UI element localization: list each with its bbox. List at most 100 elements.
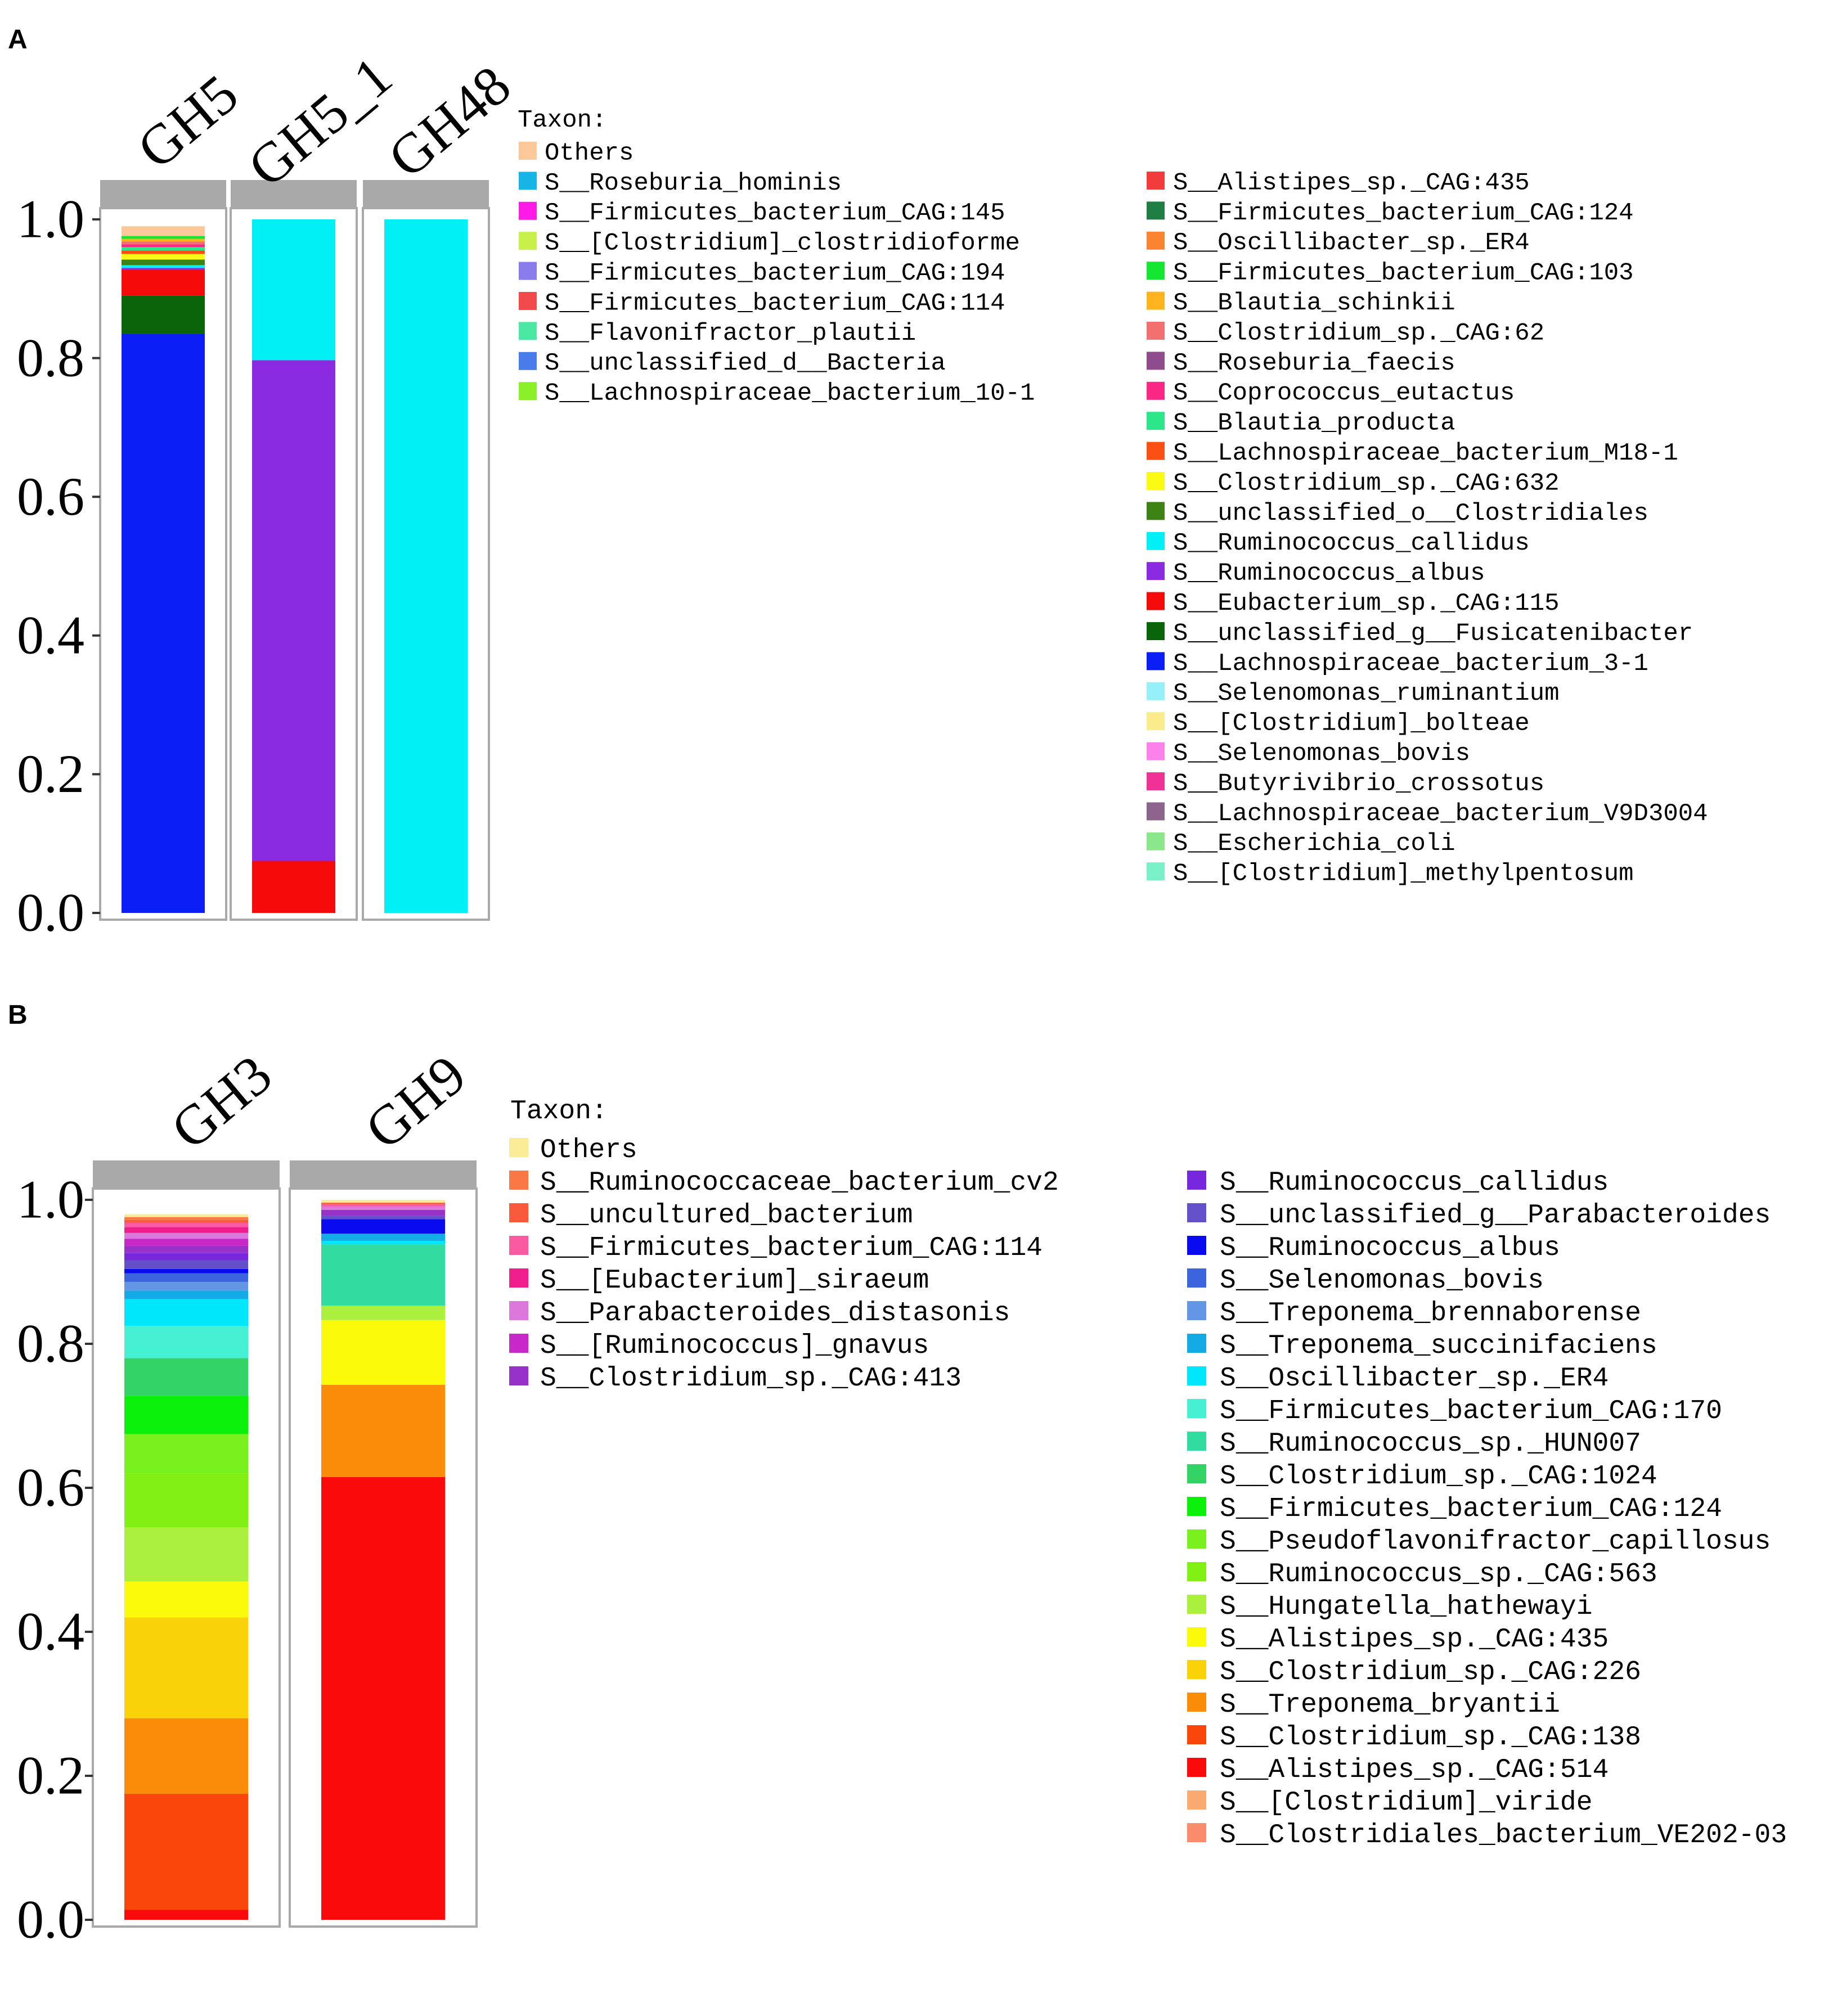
bar-segment-gh3-s-clostridium-sp-cag-138 [124,1794,248,1910]
legend-swatch [1187,1823,1206,1842]
bar-segment-gh3-s-ruminococcaceae-bacterium-cv2 [124,1217,248,1220]
bar-segment-gh9-s-uncultured-bacterium [321,1203,445,1204]
legend-item-s-clostridium-sp-cag-1024: S__Clostridium_sp._CAG:1024 [1187,1461,1657,1492]
legend-label: S__Selenomonas_bovis [1220,1266,1544,1296]
bar-segment-gh9-s-treponema-succinifaciens [321,1234,445,1241]
facet-label-gh5-1: GH5_1 [236,44,403,199]
legend-swatch [1187,1301,1206,1320]
bar-segment-gh48-s-ruminococcus-callidus [384,219,468,913]
legend-label: S__Parabacteroides_distasonis [540,1298,1010,1329]
bar-segment-gh3-s-uncultured-bacterium [124,1220,248,1223]
legend-item-s-firmicutes-bacterium-cag-124: S__Firmicutes_bacterium_CAG:124 [1187,1494,1722,1524]
legend-item-others: Others [519,139,634,167]
legend-item-s-alistipes-sp-cag-435: S__Alistipes_sp._CAG:435 [1147,169,1530,197]
bar-segment-gh9-s-ruminococcus-albus [321,1219,445,1234]
y-tick-label-1-0: 1.0 [17,189,84,249]
legend-swatch [519,382,537,400]
bar-segment-gh3-s-unclassified-g-parabacteroides [124,1260,248,1269]
bar-segment-gh5-s-coprococcus-eutactus [122,244,205,248]
legend-item-s-selenomonas-ruminantium: S__Selenomonas_ruminantium [1147,680,1560,708]
legend-item-s-coprococcus-eutactus: S__Coprococcus_eutactus [1147,379,1515,407]
legend-item-s-hungatella-hathewayi: S__Hungatella_hathewayi [1187,1592,1593,1622]
legend-item-s-alistipes-sp-cag-514: S__Alistipes_sp._CAG:514 [1187,1755,1609,1785]
legend-swatch [1147,592,1165,610]
legend-item-s-treponema-succinifaciens: S__Treponema_succinifaciens [1187,1331,1657,1361]
legend-label: S__Firmicutes_bacterium_CAG:170 [1220,1396,1722,1426]
legend-item-s-roseburia-hominis: S__Roseburia_hominis [519,169,842,197]
legend-label: S__Lachnospiraceae_bacterium_V9D3004 [1173,800,1708,828]
legend-item-s-clostridium-bolteae: S__[Clostridium]_bolteae [1147,710,1530,738]
facet-frame-gh48 [362,207,490,921]
legend-item-s-clostridium-sp-cag-413: S__Clostridium_sp._CAG:413 [509,1364,962,1394]
legend-swatch [1147,381,1165,400]
legend-item-s-eubacterium-sp-cag-115: S__Eubacterium_sp._CAG:115 [1147,590,1560,618]
bar-segment-gh3-s-firmicutes-bacterium-cag-170 [124,1326,248,1358]
legend-label: S__Clostridium_sp._CAG:226 [1220,1657,1641,1688]
bar-segment-gh3-s-parabacteroides-distasonis [124,1232,248,1239]
legend-item-s-unclassified-g-fusicatenibacter: S__unclassified_g__Fusicatenibacter [1147,619,1693,647]
legend-swatch [509,1301,528,1320]
facet-frame-gh5 [99,207,227,921]
legend-swatch [519,292,537,310]
legend-item-s-blautia-producta: S__Blautia_producta [1147,410,1455,438]
legend-item-s-treponema-brennaborense: S__Treponema_brennaborense [1187,1298,1641,1329]
panel-label-a: A [8,25,28,55]
legend-swatch [1147,802,1165,821]
legend-label: S__Flavonifractor_plautii [545,320,916,348]
legend-swatch [1187,1595,1206,1614]
bar-segment-gh3-s-alistipes-sp-cag-514 [124,1910,248,1920]
legend-label: S__Ruminococcus_albus [1220,1233,1560,1263]
legend-label: S__Clostridium_sp._CAG:1024 [1220,1461,1657,1492]
bar-segment-gh9-others [321,1200,445,1203]
legend-label: S__[Clostridium]_clostridioforme [545,230,1020,258]
legend-item-s-ruminococcus-albus: S__Ruminococcus_albus [1187,1233,1560,1263]
legend-label: S__Oscillibacter_sp._ER4 [1220,1364,1609,1394]
legend-label: S__[Clostridium]_methylpentosum [1173,860,1634,888]
legend-item-s-clostridium-sp-cag-632: S__Clostridium_sp._CAG:632 [1147,469,1560,497]
facet-label-gh5: GH5 [125,62,249,181]
legend-swatch [1147,442,1165,460]
legend-label: S__Alistipes_sp._CAG:514 [1220,1755,1609,1785]
legend-item-s-oscillibacter-sp-er4: S__Oscillibacter_sp._ER4 [1147,229,1530,257]
legend-swatch [509,1236,528,1255]
legend-swatch [509,1138,528,1157]
bar-segment-gh3-s-firmicutes-bacterium-cag-124 [124,1396,248,1434]
bar-segment-gh9-s-unclassified-g-parabacteroides [321,1216,445,1220]
bar-segment-gh5-s-unclassified-g-fusicatenibacter [122,295,205,334]
bar-segment-gh5-s-firmicutes-bacterium-cag-103 [122,236,205,239]
legend-label: S__Roseburia_faecis [1173,349,1455,377]
y-tick-label-0-6: 0.6 [17,466,84,526]
legend-item-s-selenomonas-bovis: S__Selenomonas_bovis [1147,740,1470,768]
legend-item-s-clostridiales-bacterium-ve202-03: S__Clostridiales_bacterium_VE202-03 [1187,1820,1787,1851]
legend-item-others: Others [509,1135,637,1166]
legend-label: S__Treponema_brennaborense [1220,1298,1641,1329]
legend-label: S__Ruminococcus_sp._HUN007 [1220,1429,1641,1459]
facet-label-gh9: GH9 [353,1043,477,1161]
bar-segment-gh9-s-ruminococcus-sp-hun007 [321,1244,445,1306]
legend-label: S__Clostridium_sp._CAG:632 [1173,469,1560,497]
legend-swatch [519,172,537,190]
bar-segment-gh5-1-s-ruminococcus-albus [252,360,335,861]
legend-swatch [1187,1432,1206,1451]
facet-frame-gh5-1 [230,207,358,921]
legend-label: S__Ruminococcus_callidus [1220,1168,1609,1198]
legend-swatch [519,352,537,370]
legend-swatch [1187,1464,1206,1483]
legend-label: S__Ruminococcus_sp._CAG:563 [1220,1559,1657,1590]
bar-segment-gh9-s-clostridium-sp-cag-413 [321,1209,445,1216]
y-tick-label-0-4: 0.4 [17,605,84,665]
legend-label: S__[Ruminococcus]_gnavus [540,1331,929,1361]
legend-swatch [1147,862,1165,881]
legend-swatch [1187,1203,1206,1222]
legend-label: S__[Clostridium]_bolteae [1173,710,1530,738]
legend-item-s-lachnospiraceae-bacterium-m18-1: S__Lachnospiraceae_bacterium_M18-1 [1147,439,1678,467]
legend-swatch [1147,562,1165,580]
legend-swatch [1187,1399,1206,1418]
bar-segment-gh9-s-alistipes-sp-cag-514 [321,1477,445,1920]
legend-swatch [509,1366,528,1385]
bar-segment-gh3-s-ruminococcus-gnavus [124,1239,248,1246]
legend-swatch [1147,652,1165,670]
legend-swatch [1187,1725,1206,1744]
facet-strip-gh3 [93,1160,280,1189]
legend-label: S__Treponema_bryantii [1220,1690,1560,1720]
